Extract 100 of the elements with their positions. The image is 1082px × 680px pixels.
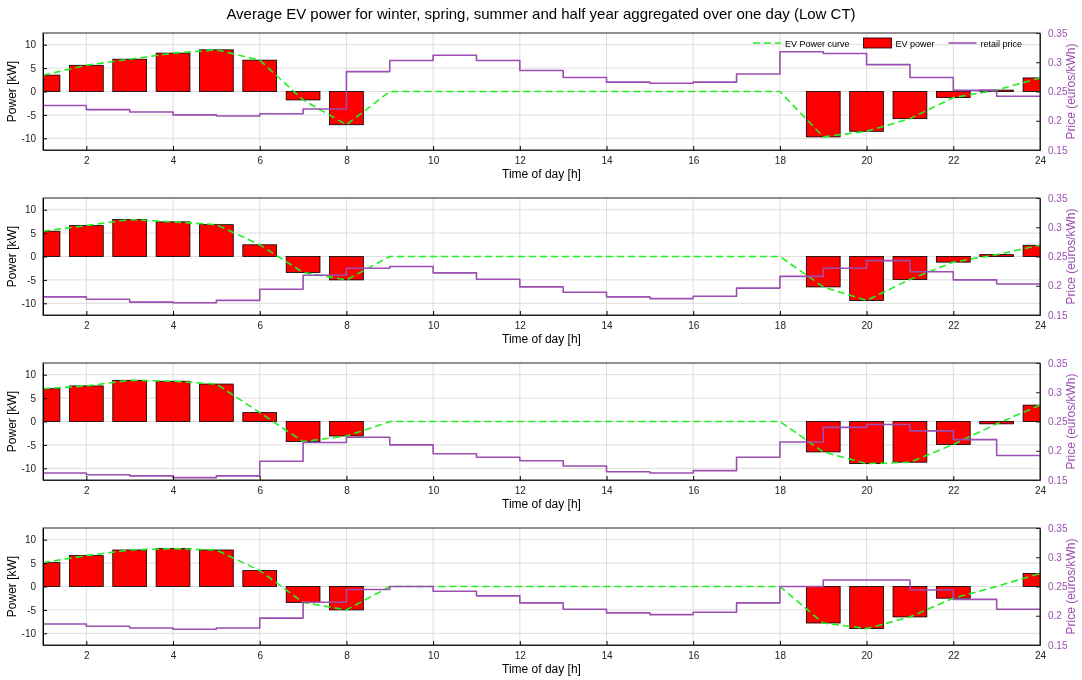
bar <box>199 224 234 257</box>
x-tick-label: 4 <box>170 155 177 167</box>
x-tick-label: 12 <box>514 650 527 662</box>
x-tick-label: 20 <box>861 320 874 332</box>
x-tick-label: 10 <box>428 320 440 332</box>
x-tick-label: 4 <box>170 485 177 497</box>
y2-tick-label: 0.35 <box>1048 192 1068 204</box>
y-tick-label: 5 <box>30 392 37 404</box>
y-tick-label: -5 <box>27 109 37 121</box>
y2-tick-label: 0.15 <box>1048 474 1068 486</box>
y-tick-label: 10 <box>24 39 37 51</box>
y2-tick-label: 0.25 <box>1048 581 1068 593</box>
x-tick-label: 22 <box>948 650 960 662</box>
bar <box>69 225 104 257</box>
y2-tick-label: 0.2 <box>1048 280 1063 292</box>
x-tick-label: 14 <box>601 650 614 662</box>
x-tick-label: 10 <box>428 485 440 497</box>
bar <box>112 379 147 422</box>
bar <box>285 91 321 101</box>
bar <box>285 256 321 273</box>
y2-tick-label: 0.3 <box>1048 551 1063 563</box>
bar <box>805 421 841 453</box>
bar <box>242 412 278 422</box>
legend-label: retail price <box>980 38 1022 49</box>
bar <box>199 383 234 422</box>
y-tick-label: -10 <box>21 463 37 474</box>
x-tick-label: 20 <box>861 155 874 167</box>
x-tick-label: 18 <box>774 320 787 332</box>
x-tick-label: 10 <box>428 155 440 167</box>
x-tick-label: 22 <box>948 155 960 167</box>
y-tick-label: -10 <box>21 298 37 309</box>
x-tick-label: 24 <box>1034 485 1047 497</box>
y-tick-label: 5 <box>30 62 37 74</box>
y-tick-label: -5 <box>27 274 37 286</box>
bar <box>199 49 234 92</box>
bar <box>242 244 278 257</box>
bar <box>892 91 928 120</box>
y2-tick-label: 0.15 <box>1048 639 1068 651</box>
y-tick-label: 10 <box>24 369 37 381</box>
bar <box>936 256 971 263</box>
bar <box>199 549 234 587</box>
x-tick-label: 20 <box>861 485 874 497</box>
y2-tick-label: 0.2 <box>1048 610 1063 622</box>
y2-tick-label: 0.3 <box>1048 386 1063 398</box>
y2-tick-label: 0.25 <box>1048 86 1068 98</box>
y2-tick-label: 0.25 <box>1048 416 1068 428</box>
bar <box>936 91 971 98</box>
x-tick-label: 12 <box>514 155 527 167</box>
bar <box>69 64 104 92</box>
y-tick-label: 0 <box>30 251 37 263</box>
bar <box>69 555 104 587</box>
bar <box>329 91 364 126</box>
x-axis-title: Time of day [h] <box>502 167 581 181</box>
bar <box>242 570 278 587</box>
bar <box>112 219 147 257</box>
bar <box>285 586 321 603</box>
y-tick-label: 10 <box>24 534 37 546</box>
bar <box>892 586 928 618</box>
x-tick-label: 16 <box>688 650 700 662</box>
x-tick-label: 4 <box>170 650 177 662</box>
bar <box>112 549 147 587</box>
y-axis-title: Power [kW] <box>5 60 19 123</box>
y-tick-label: 0 <box>30 581 37 593</box>
bar <box>69 385 104 422</box>
x-tick-label: 8 <box>344 320 351 332</box>
x-tick-label: 2 <box>84 650 91 662</box>
y-tick-label: -10 <box>21 133 37 144</box>
x-tick-label: 14 <box>601 485 614 497</box>
bar <box>155 52 191 92</box>
y2-tick-label: 0.15 <box>1048 144 1068 156</box>
bar <box>979 421 1014 425</box>
line-series <box>43 49 1040 138</box>
legend-label: EV power <box>895 38 935 49</box>
bar <box>242 59 278 92</box>
y2-tick-label: 0.2 <box>1048 445 1063 457</box>
y-tick-label: 0 <box>30 86 37 98</box>
x-tick-label: 2 <box>84 155 91 167</box>
y-tick-label: -5 <box>27 604 37 616</box>
x-tick-label: 6 <box>257 155 264 167</box>
x-tick-label: 22 <box>948 485 960 497</box>
x-tick-label: 16 <box>688 320 700 332</box>
x-axis-title: Time of day [h] <box>502 332 581 346</box>
x-tick-label: 8 <box>344 650 351 662</box>
x-tick-label: 10 <box>428 650 440 662</box>
line-series <box>43 547 1040 630</box>
x-tick-label: 12 <box>514 485 527 497</box>
y2-tick-label: 0.3 <box>1048 56 1063 68</box>
x-tick-label: 6 <box>257 650 264 662</box>
line-series <box>43 218 1040 302</box>
y-tick-label: 10 <box>24 204 37 216</box>
bar <box>285 421 321 443</box>
x-tick-label: 8 <box>344 485 351 497</box>
x-tick-label: 18 <box>774 155 787 167</box>
bar <box>155 548 191 587</box>
x-tick-label: 18 <box>774 485 787 497</box>
y-axis-title: Power [kW] <box>5 390 19 453</box>
y2-tick-label: 0.3 <box>1048 221 1063 233</box>
y-tick-label: 0 <box>30 416 37 428</box>
bar <box>329 421 364 437</box>
x-axis-title: Time of day [h] <box>502 662 581 676</box>
